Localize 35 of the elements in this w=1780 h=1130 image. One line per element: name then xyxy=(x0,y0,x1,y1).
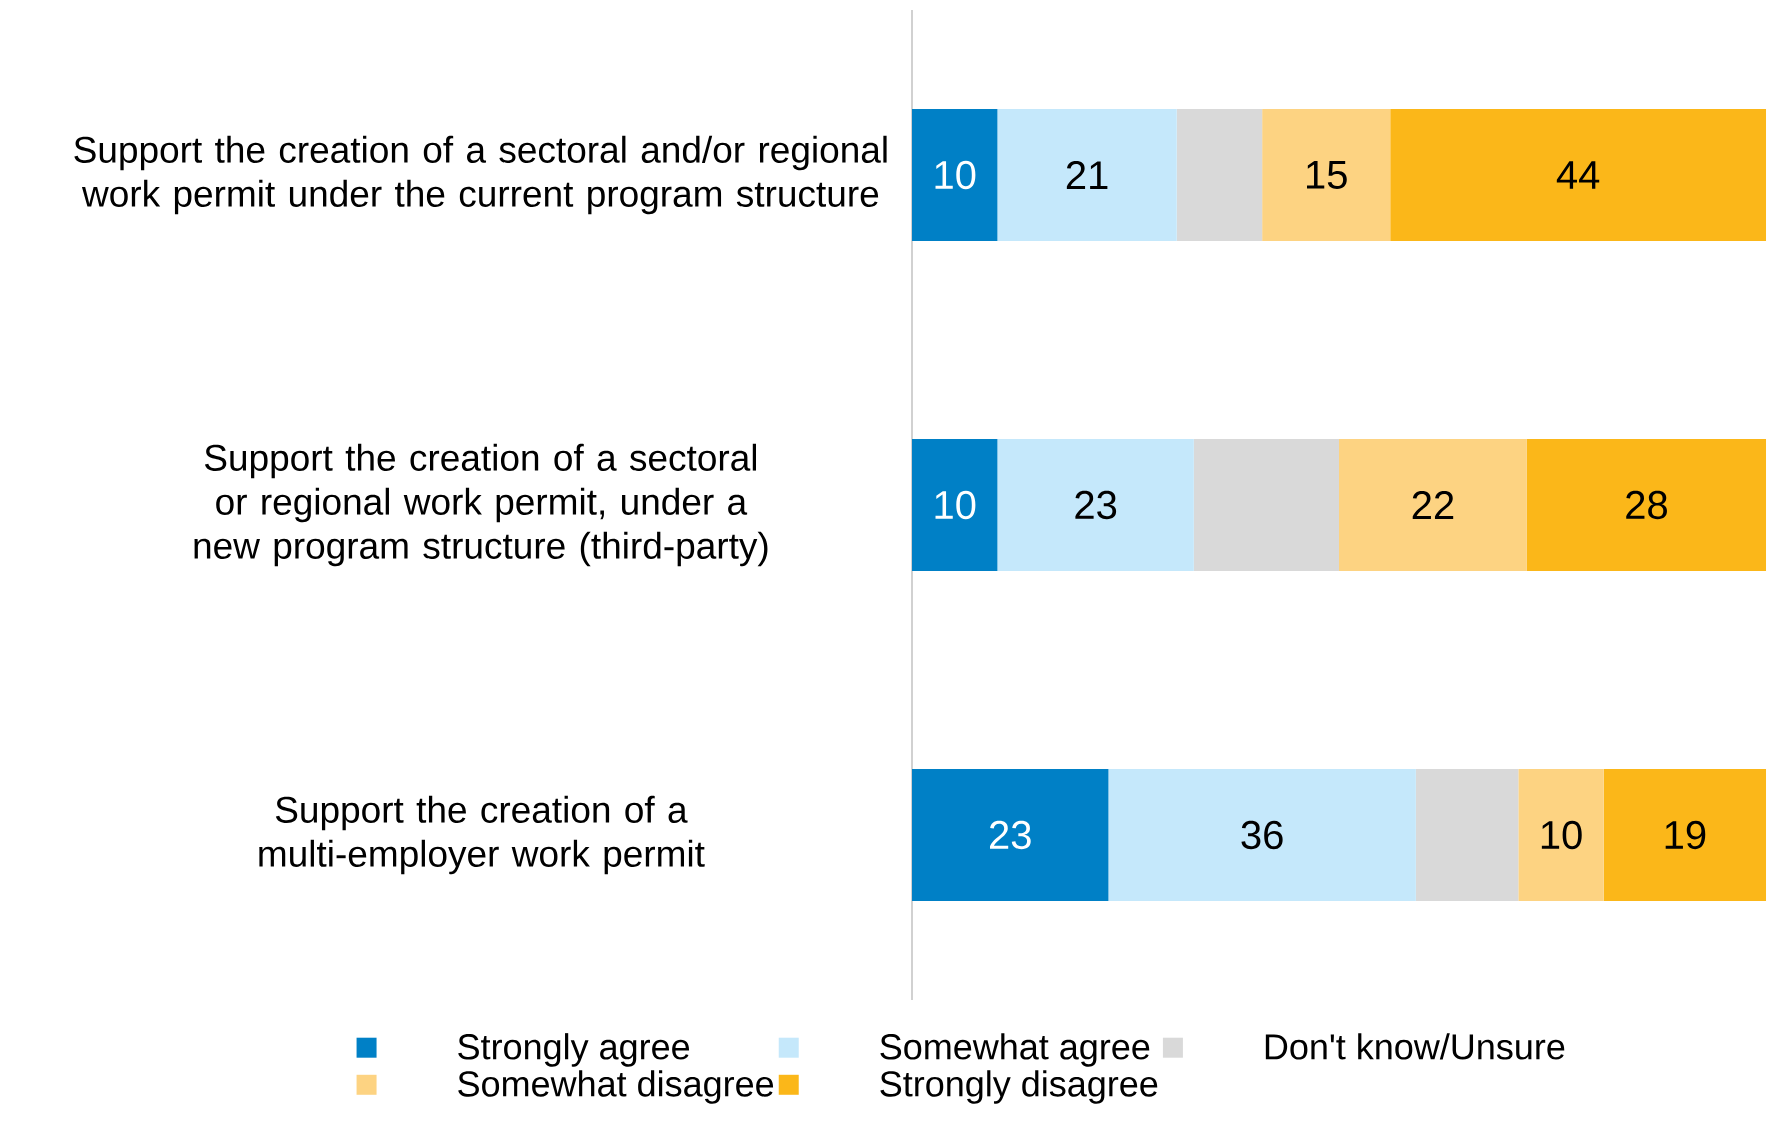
bar xyxy=(1415,769,1519,902)
data-label: 44 xyxy=(1556,161,1600,189)
legend-label: Somewhat agree xyxy=(880,1033,1150,1067)
data-label: 10 xyxy=(935,490,976,520)
data-label: 23 xyxy=(1075,490,1117,520)
data-label: 21 xyxy=(1066,161,1108,189)
data-label: 10 xyxy=(935,160,976,190)
bar xyxy=(1390,109,1767,242)
bar xyxy=(1603,769,1767,902)
bar xyxy=(912,439,998,572)
legend-label: Don't know/Unsure xyxy=(1265,1033,1565,1060)
bar xyxy=(1526,439,1767,572)
y-tick-label: Support the creation of a multi-employer work permit xyxy=(259,795,705,875)
bar xyxy=(997,439,1194,572)
data-label: 10 xyxy=(1541,820,1582,850)
bar xyxy=(1193,439,1340,572)
bar xyxy=(912,769,1109,902)
bar xyxy=(1176,109,1263,242)
bar xyxy=(997,109,1177,242)
bar xyxy=(1518,769,1604,902)
bar xyxy=(1262,109,1391,242)
legend-label: Strongly agree xyxy=(458,1033,690,1067)
data-label: 36 xyxy=(1241,820,1283,850)
bar xyxy=(912,109,998,242)
data-label: 15 xyxy=(1307,161,1347,189)
bar xyxy=(1108,769,1416,902)
legend-label: Strongly disagree xyxy=(880,1070,1158,1104)
data-label: 19 xyxy=(1665,820,1706,850)
data-label: 22 xyxy=(1412,491,1454,519)
data-label: 23 xyxy=(989,820,1031,850)
y-tick-label: Support the creation of a sectoral and/or regional work permit under the current program structure xyxy=(74,135,887,215)
y-tick-label: Support the creation of a sectoral or regional work permit, under a new program structure (third-party) xyxy=(194,443,768,567)
bar xyxy=(1339,439,1527,572)
legend-label: Somewhat disagree xyxy=(458,1070,774,1104)
data-label: 28 xyxy=(1626,490,1667,520)
